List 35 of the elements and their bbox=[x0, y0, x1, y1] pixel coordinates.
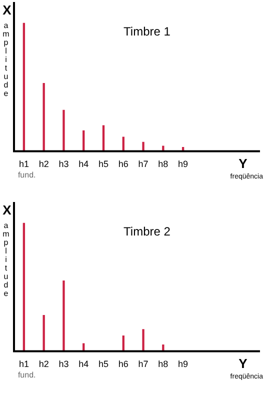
bar bbox=[42, 83, 45, 152]
text: amplitude bbox=[2, 221, 10, 298]
x-tick-label: h4 bbox=[78, 359, 89, 370]
x-tick-label: h6 bbox=[118, 159, 128, 170]
x-tick-label: h3 bbox=[58, 159, 69, 170]
text: fund. bbox=[18, 170, 36, 180]
text: fund. bbox=[18, 370, 36, 380]
x-tick-label: h9 bbox=[178, 359, 188, 370]
x-tick-label: h1 bbox=[18, 359, 29, 370]
x-tick-label: h5 bbox=[98, 159, 109, 170]
x-tick-label: h8 bbox=[158, 359, 168, 370]
bar bbox=[22, 222, 26, 352]
x-tick-label: h8 bbox=[158, 159, 168, 170]
x-tick-label: h4 bbox=[78, 159, 89, 170]
chart-title: Timbre 2 bbox=[124, 224, 171, 238]
x-tick-label: h5 bbox=[98, 359, 109, 370]
bar bbox=[142, 142, 144, 152]
x-tick-label: h3 bbox=[58, 359, 69, 370]
bar bbox=[142, 329, 144, 352]
x-tick-label: h6 bbox=[118, 359, 128, 370]
x-tick-label: h7 bbox=[138, 359, 148, 370]
bar bbox=[22, 22, 26, 152]
chart-title: Timbre 1 bbox=[124, 24, 171, 38]
x-tick-label: h2 bbox=[38, 159, 49, 170]
x-tick-label: h9 bbox=[178, 159, 188, 170]
bar bbox=[62, 110, 65, 152]
text: Y bbox=[238, 356, 248, 371]
text: X bbox=[2, 202, 12, 218]
x-tick-label: h1 bbox=[18, 159, 29, 170]
x-tick-label: h2 bbox=[38, 359, 49, 370]
bar bbox=[62, 280, 65, 352]
text: amplitude bbox=[2, 21, 10, 98]
text: Y bbox=[238, 156, 248, 171]
text: X bbox=[2, 2, 12, 18]
x-tick-label: h7 bbox=[138, 159, 148, 170]
